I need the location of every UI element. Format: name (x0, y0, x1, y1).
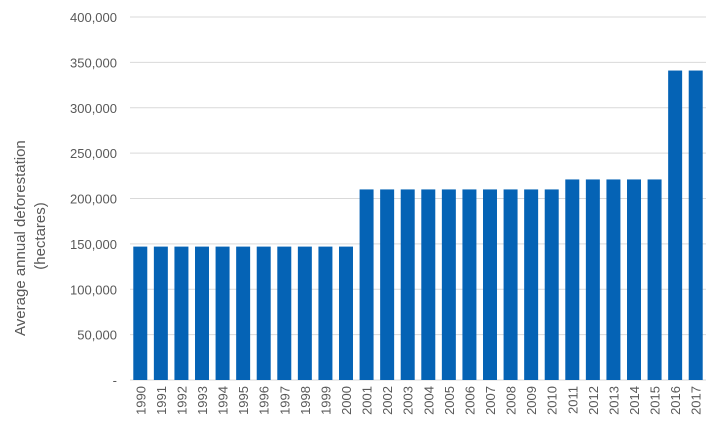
bar-2007 (483, 189, 497, 380)
bar-2004 (421, 189, 436, 380)
x-tick-label-1994: 1994 (216, 386, 231, 415)
x-tick-label-1990: 1990 (133, 386, 148, 415)
y-tick-label: 300,000 (70, 101, 117, 116)
bar-2015 (647, 179, 662, 380)
bar-2009 (524, 189, 539, 380)
x-tick-label-2002: 2002 (380, 386, 395, 415)
x-tick-label-2000: 2000 (339, 386, 354, 415)
x-tick-label-1997: 1997 (277, 386, 292, 415)
y-tick-label: 200,000 (70, 192, 117, 207)
bar-1991 (153, 246, 168, 380)
x-tick-label-1999: 1999 (318, 386, 333, 415)
x-tick-label-2013: 2013 (606, 386, 621, 415)
x-tick-label-2012: 2012 (586, 386, 601, 415)
bar-2010 (544, 189, 559, 380)
x-tick-label-1991: 1991 (154, 386, 169, 415)
bar-1998 (297, 246, 312, 380)
x-tick-label-2014: 2014 (627, 386, 642, 415)
x-tick-label-2017: 2017 (689, 386, 704, 415)
x-tick-label-1993: 1993 (195, 386, 210, 415)
bar-2001 (359, 189, 374, 380)
bar-2013 (606, 179, 621, 380)
y-axis-title: Average annual deforestation (hectares) (12, 136, 49, 336)
bar-2000 (339, 246, 353, 380)
y-axis-title-line-1: Average annual deforestation (12, 140, 29, 336)
y-tick-label: 150,000 (70, 237, 117, 252)
x-axis-tick-labels: 1990 1991 1992 1993 1994 1995 1996 1997 1998 1999… (133, 386, 703, 415)
x-tick-label-2011: 2011 (565, 386, 580, 414)
bar-1993 (195, 246, 209, 380)
x-tick-label-2001: 2001 (360, 386, 375, 415)
bar-2006 (462, 189, 477, 380)
y-tick-label: 250,000 (70, 146, 117, 161)
bar-2014 (627, 179, 641, 380)
x-tick-label-2008: 2008 (504, 386, 519, 415)
y-axis-tick-labels: - 50,000 100,000 150,000 200,000 250,000 300,0… (70, 10, 117, 388)
x-tick-label-1995: 1995 (236, 386, 251, 415)
x-tick-label-2007: 2007 (483, 386, 498, 415)
x-tick-label-2010: 2010 (545, 386, 560, 415)
bars (133, 70, 703, 380)
bar-2012 (585, 179, 600, 380)
y-axis-title-line-2: (hectares) (32, 202, 49, 270)
bar-2005 (441, 189, 456, 380)
bar-1995 (236, 246, 251, 380)
y-tick-label: 400,000 (70, 10, 117, 25)
x-tick-label-2015: 2015 (648, 386, 663, 415)
x-tick-label-1992: 1992 (174, 386, 189, 415)
bar-1996 (256, 246, 271, 380)
x-tick-label-2003: 2003 (401, 386, 416, 415)
x-tick-label-1998: 1998 (298, 386, 313, 415)
bar-2002 (380, 189, 395, 380)
bar-1992 (174, 246, 189, 380)
bar-2016 (668, 70, 683, 380)
y-tick-label: 350,000 (70, 55, 117, 70)
bar-1999 (318, 246, 333, 380)
bar-2008 (503, 189, 518, 380)
bar-2003 (400, 189, 415, 380)
bar-1994 (215, 246, 230, 380)
y-tick-label: 100,000 (70, 282, 117, 297)
y-tick-label: 50,000 (77, 328, 117, 343)
bar-2011 (565, 179, 580, 380)
y-tick-label: - (113, 373, 117, 388)
x-tick-label-2004: 2004 (421, 386, 436, 415)
x-tick-label-2016: 2016 (668, 386, 683, 415)
x-tick-label-2005: 2005 (442, 386, 457, 415)
x-tick-label-1996: 1996 (257, 386, 272, 415)
bar-1997 (277, 246, 292, 380)
x-tick-label-2006: 2006 (462, 386, 477, 415)
x-tick-label-2009: 2009 (524, 386, 539, 415)
bar-1990 (133, 246, 148, 380)
bar-2017 (688, 70, 703, 380)
